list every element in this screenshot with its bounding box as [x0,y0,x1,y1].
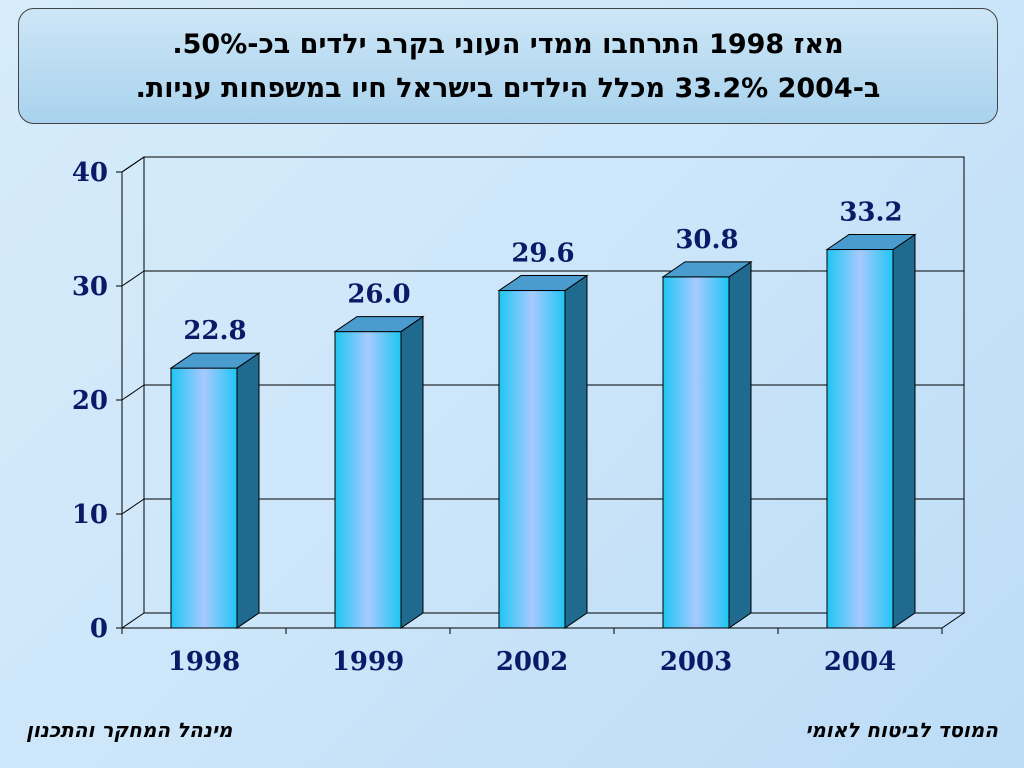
x-tick-label: 2002 [496,647,568,677]
x-tick-label: 1999 [332,647,404,677]
bar-side [892,233,916,629]
footer-institution: המוסד לביטוח לאומי [805,718,998,742]
footer-department: מינהל המחקר והתכנון [26,718,233,742]
bar-front [334,331,402,629]
x-tick-label: 2003 [660,647,732,677]
y-tick-label: 40 [72,158,108,188]
bar-front [826,249,894,629]
bar-side [236,352,260,629]
bar-value-label: 33.2 [839,198,902,228]
y-tick-label: 10 [72,500,108,530]
bar-chart: 0 10 20 30 40 22.8 1998 26.0 1999 29.6 2002 30.8 200… [72,156,966,677]
gridline-side [121,384,145,401]
bar-top [169,352,261,369]
title-box: מאז 1998 התרחבו ממדי העוני בקרב ילדים בכ… [18,8,998,124]
bar-top [661,261,753,278]
bar-top [825,234,917,251]
bar-value-label: 26.0 [347,280,410,310]
x-tick-label: 2004 [824,647,896,677]
x-tick-label: 1998 [168,647,240,677]
bar-value-label: 30.8 [675,225,738,255]
bar-value-label: 29.6 [511,239,574,269]
bar-top [333,316,425,333]
y-tick-label: 0 [90,614,108,644]
bar-side [400,315,424,629]
bar-side [564,274,588,629]
gridline-side [121,156,145,173]
bar-side [728,260,752,629]
bar-front [498,290,566,629]
y-tick-label: 30 [72,272,108,302]
title-line-1: מאז 1998 התרחבו ממדי העוני בקרב ילדים בכ… [172,29,844,60]
bar-value-label: 22.8 [183,316,246,346]
title-line-2: ב-2004 33.2% מכלל הילדים בישראל חיו במשפ… [135,73,881,104]
bar-top [497,275,589,292]
bar-front [662,276,730,629]
bar-front [170,367,238,629]
y-tick-label: 20 [72,386,108,416]
gridline-side [121,270,145,287]
gridline-side [121,498,145,515]
